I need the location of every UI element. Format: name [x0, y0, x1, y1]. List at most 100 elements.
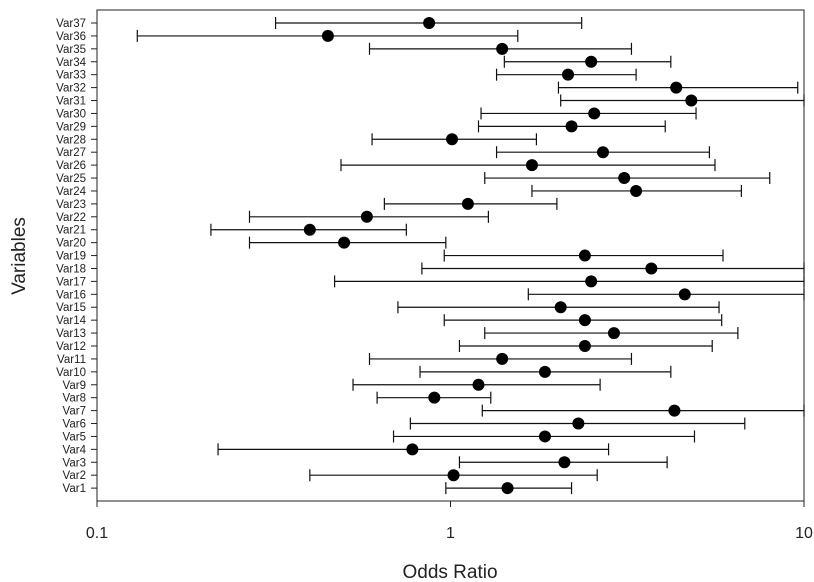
ci-row [333, 275, 805, 288]
ci-row [368, 352, 633, 365]
y-tick-label: Var33 [56, 70, 86, 82]
ci-row [352, 378, 601, 391]
ci-row [481, 404, 805, 417]
ci-row [527, 288, 805, 301]
y-tick-label: Var14 [56, 315, 86, 327]
y-tick-label: Var20 [56, 238, 86, 250]
y-tick-labels: Var1Var2Var3Var4Var5Var6Var7Var8Var9Var1… [56, 18, 86, 495]
y-tick-label: Var31 [56, 96, 86, 108]
point-estimate [446, 133, 459, 146]
y-tick-label: Var36 [56, 31, 86, 43]
point-estimate [538, 365, 551, 378]
point-estimate [321, 29, 334, 42]
ci-row [409, 417, 746, 430]
point-estimate [630, 184, 643, 197]
y-axis-title: Variables [9, 217, 30, 295]
ci-row [340, 159, 716, 172]
ci-row [480, 107, 697, 120]
ci-row [371, 133, 538, 146]
ci-row [248, 236, 447, 249]
point-estimate [645, 262, 658, 275]
point-estimate [678, 288, 691, 301]
y-tick-label: Var28 [56, 134, 86, 146]
ci-row [397, 301, 720, 314]
y-tick-label: Var2 [63, 470, 86, 482]
ci-row [248, 210, 489, 223]
point-estimate [472, 378, 485, 391]
y-tick-label: Var9 [63, 380, 86, 392]
point-estimate [596, 146, 609, 159]
point-estimate [607, 327, 620, 340]
y-tick-label: Var35 [56, 44, 86, 56]
y-tick-label: Var11 [57, 354, 86, 366]
point-estimate [685, 94, 698, 107]
point-estimate [496, 352, 509, 365]
ci-row [445, 482, 573, 495]
ci-row [484, 172, 771, 185]
ci-row [484, 327, 739, 340]
x-axis-title: Odds Ratio [402, 562, 497, 582]
x-tick-labels: 0.1 1 10 [86, 525, 813, 542]
ci-row [210, 223, 407, 236]
point-estimate [496, 42, 509, 55]
point-estimate [562, 68, 575, 81]
point-estimate [338, 236, 351, 249]
y-tick-label: Var7 [63, 406, 86, 418]
ci-row [503, 55, 672, 68]
point-estimate [501, 482, 514, 495]
point-estimate [447, 469, 460, 482]
ci-row [421, 262, 805, 275]
y-tick-label: Var22 [56, 212, 86, 224]
ci-row [392, 430, 696, 443]
point-estimate [670, 81, 683, 94]
point-estimate [558, 456, 571, 469]
ci-row [495, 68, 637, 81]
ci-row [560, 94, 805, 107]
point-estimate [618, 172, 631, 185]
ci-row [477, 120, 666, 133]
y-tick-label: Var10 [56, 367, 86, 379]
ci-row [136, 29, 519, 42]
point-estimate [360, 210, 373, 223]
ci-row [443, 314, 723, 327]
point-estimate [578, 249, 591, 262]
point-estimate [423, 17, 436, 29]
point-estimate [578, 314, 591, 327]
ci-row [557, 81, 799, 94]
y-tick-label: Var32 [56, 83, 86, 95]
point-estimate [588, 107, 601, 120]
point-estimate [585, 275, 598, 288]
ci-row [383, 197, 558, 210]
y-tick-label: Var12 [56, 341, 86, 353]
ci-row [376, 391, 492, 404]
y-tick-label: Var23 [56, 199, 86, 211]
data-marks [136, 17, 805, 495]
y-tick-label: Var6 [63, 419, 86, 431]
ci-row [458, 456, 668, 469]
y-tick-label: Var29 [56, 121, 86, 133]
point-estimate [578, 340, 591, 352]
ci-row [495, 146, 711, 159]
y-tick-label: Var26 [56, 160, 86, 172]
y-tick-label: Var1 [63, 483, 86, 495]
y-ticks [91, 22, 97, 489]
point-estimate [565, 120, 578, 133]
point-estimate [525, 159, 538, 172]
y-tick-label: Var3 [63, 457, 86, 469]
y-tick-label: Var8 [63, 393, 86, 405]
ci-row [419, 365, 672, 378]
ci-row [309, 469, 598, 482]
x-tick-label: 10 [795, 525, 813, 542]
ci-row [443, 249, 724, 262]
y-tick-label: Var13 [56, 328, 86, 340]
y-tick-label: Var15 [56, 302, 86, 314]
y-tick-label: Var27 [56, 147, 86, 159]
y-tick-label: Var34 [56, 57, 86, 69]
x-ticks [96, 501, 805, 507]
y-tick-label: Var18 [56, 263, 86, 275]
point-estimate [461, 197, 474, 210]
point-estimate [585, 55, 598, 68]
y-tick-label: Var21 [56, 225, 86, 237]
point-estimate [668, 404, 681, 417]
